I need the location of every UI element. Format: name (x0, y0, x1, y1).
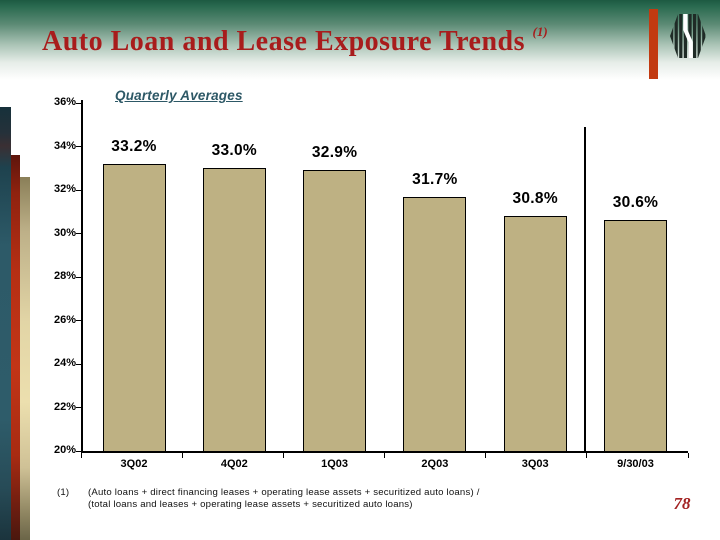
y-axis-line (81, 100, 83, 453)
bar-1Q03 (303, 170, 367, 451)
bar-value-label: 32.9% (311, 144, 358, 162)
bar-value-label: 33.2% (111, 137, 157, 155)
bar-3Q02 (102, 163, 166, 451)
footnote-text: (Auto loans + direct financing leases + … (88, 487, 480, 510)
x-tick-label: 3Q02 (120, 458, 148, 470)
header-band (0, 0, 720, 80)
y-axis-tick (76, 276, 81, 278)
hexagon-stripes-logo-icon (670, 14, 706, 58)
y-axis-tick (76, 102, 81, 104)
series-separator-line (584, 127, 587, 451)
y-axis-tick (76, 320, 81, 321)
bar-value-label: 31.7% (412, 170, 458, 188)
y-tick-label: 20% (53, 444, 76, 456)
chart-title: Quarterly Averages (115, 88, 243, 103)
logo-accent-stripe (649, 9, 658, 79)
y-axis-tick (76, 407, 81, 408)
y-tick-label: 24% (53, 357, 76, 369)
y-tick-label: 32% (53, 183, 76, 195)
left-accent-stripe-red (11, 155, 20, 540)
x-axis-tick (282, 453, 284, 458)
slide-title-text: Auto Loan and Lease Exposure Trends (42, 26, 525, 57)
x-axis-tick (485, 453, 487, 458)
slide-title-footnote-marker: (1) (532, 24, 548, 39)
bar-value-label: 30.8% (512, 190, 558, 208)
y-tick-label: 26% (53, 313, 76, 326)
bar-4Q02 (202, 168, 266, 451)
y-tick-label: 36% (53, 96, 76, 108)
y-tick-label: 22% (53, 400, 76, 413)
x-axis-tick (181, 453, 183, 458)
x-tick-label: 2Q03 (421, 458, 449, 470)
x-axis-line (81, 451, 688, 453)
page-number: 78 (673, 494, 691, 513)
y-tick-label: 34% (53, 139, 76, 152)
x-axis-tick (586, 453, 588, 458)
x-tick-label: 3Q03 (521, 458, 549, 470)
left-accent-stripe-teal (0, 107, 11, 540)
y-axis-tick (76, 233, 81, 234)
y-axis-tick (76, 363, 81, 365)
y-tick-label: 28% (53, 270, 76, 282)
left-accent-stripe-tan (20, 177, 30, 540)
x-tick-label: 4Q02 (220, 458, 248, 470)
bar-9/30/03 (604, 220, 667, 451)
bar-value-label: 33.0% (211, 142, 258, 160)
x-axis-tick (687, 453, 689, 458)
footnote-marker: (1) (57, 487, 70, 498)
y-tick-label: 30% (53, 226, 76, 239)
y-axis-tick (76, 450, 81, 452)
footnote-line-1: (Auto loans + direct financing leases + … (88, 487, 480, 498)
bar-2Q03 (403, 196, 467, 451)
slide-title: Auto Loan and Lease Exposure Trends (1) (42, 24, 548, 58)
bar-3Q03 (503, 216, 567, 451)
y-axis-tick (76, 146, 81, 147)
x-tick-label: 9/30/03 (617, 458, 654, 470)
x-tick-label: 1Q03 (321, 458, 349, 470)
x-axis-tick (80, 453, 82, 458)
y-axis-tick (76, 189, 81, 191)
footnote-line-2: (total loans and leases + operating leas… (88, 498, 413, 510)
bar-value-label: 30.6% (612, 194, 659, 212)
footnote: (1) (Auto loans + direct financing lease… (57, 487, 480, 510)
x-axis-tick (384, 453, 385, 458)
